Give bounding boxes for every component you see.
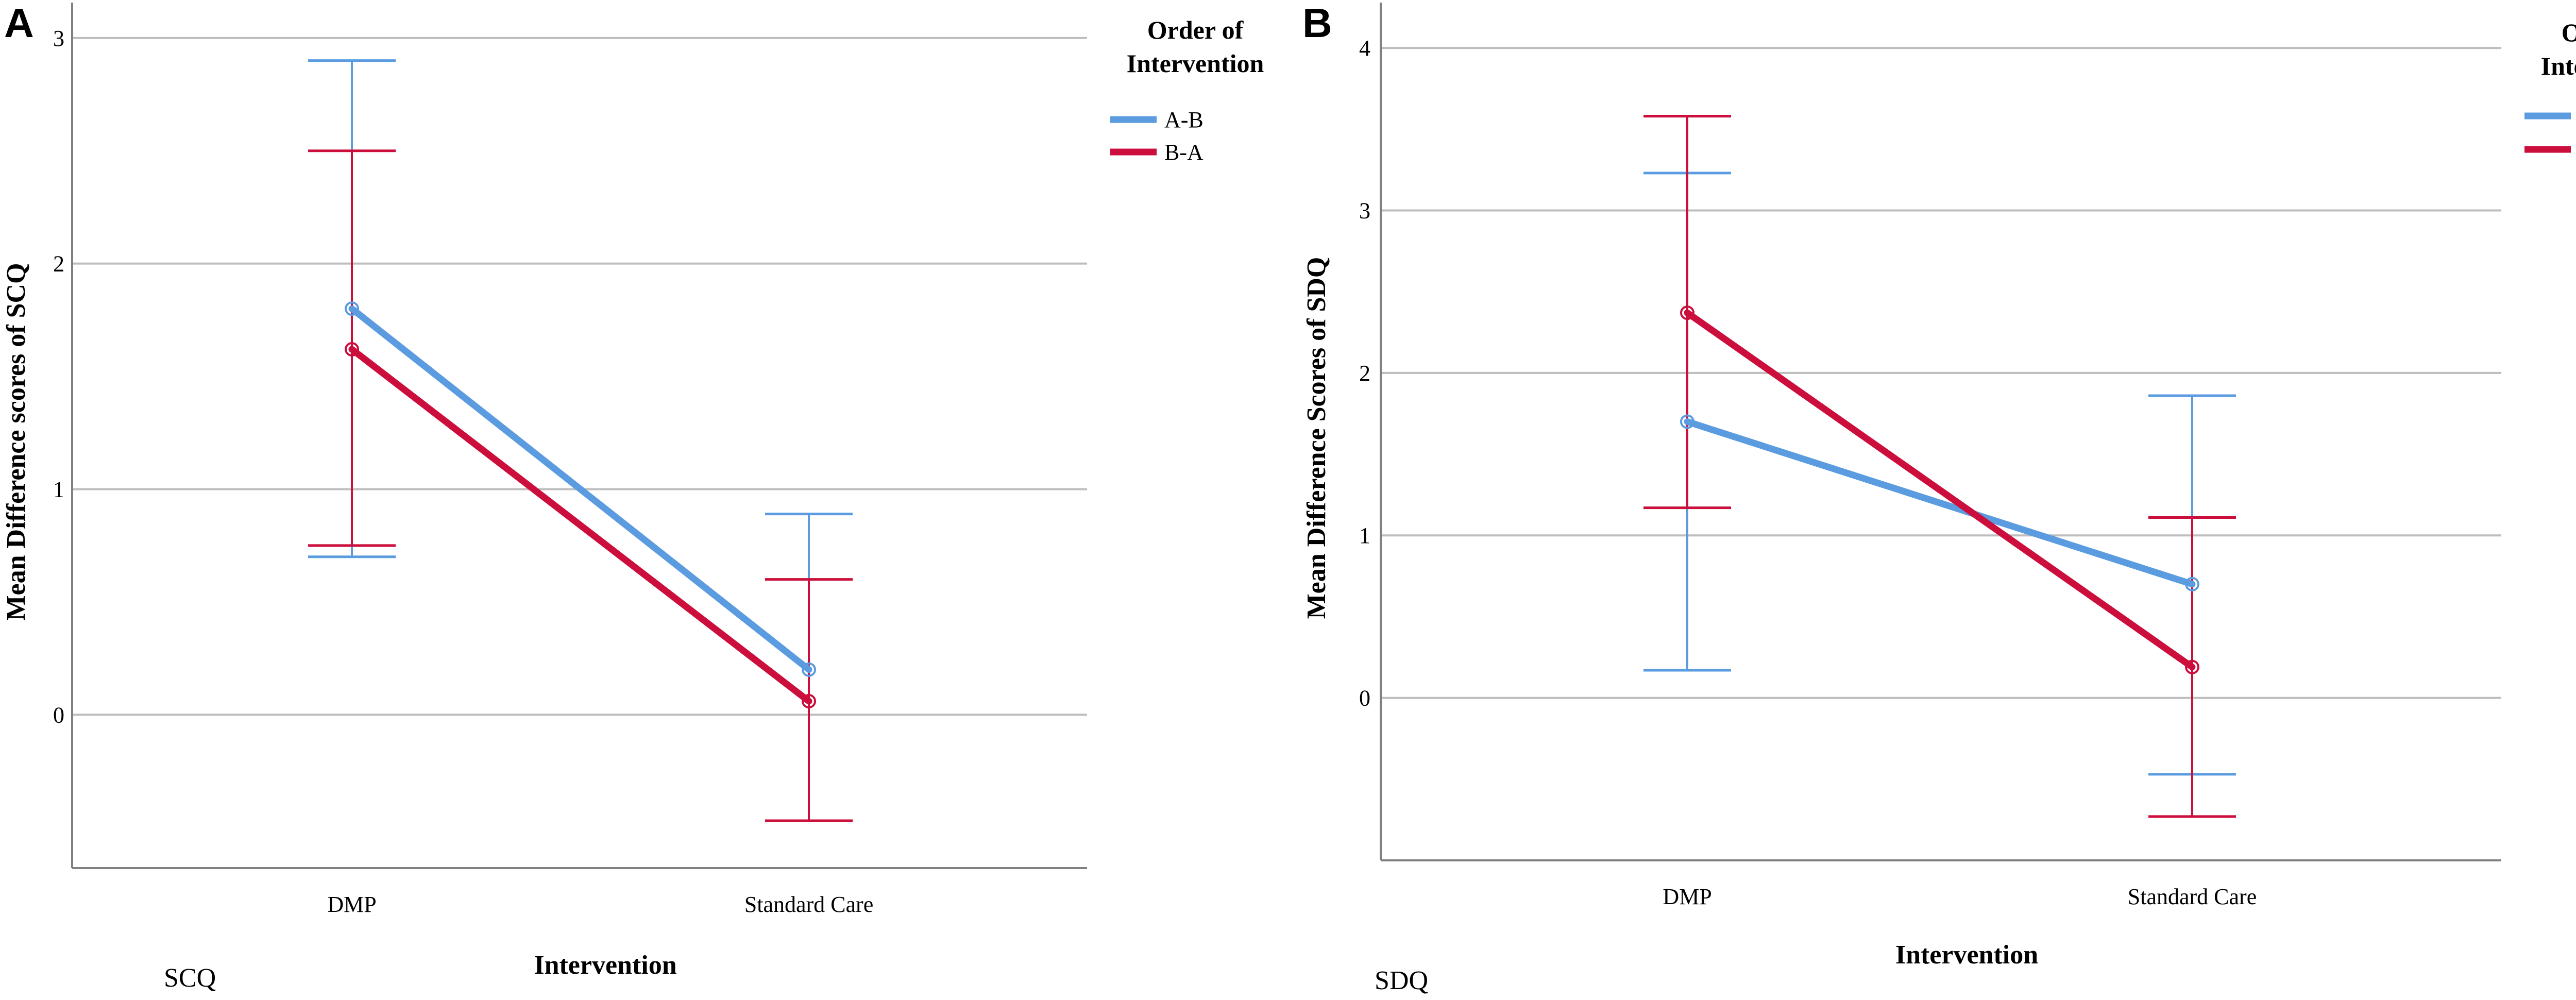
- panel-a-y-tick-label: 1: [53, 477, 64, 502]
- panel-b-series-a-b-point: [2185, 577, 2199, 591]
- panel-b-series-b-a-point: [2185, 659, 2199, 674]
- panel-a-series-b-a-line: [348, 346, 812, 705]
- panel-b-series-b-a-point: [1680, 306, 1694, 320]
- panel-b-legend-title: Order of: [2562, 18, 2576, 47]
- panel-b-x-tick-label: DMP: [1663, 884, 1711, 909]
- panel-a-series-a-b-line: [348, 305, 812, 673]
- panel-b-caption: SDQ: [1375, 966, 1428, 995]
- panel-a-series-b-a-point: [345, 342, 359, 357]
- panel-a-legend-title: Order of: [1147, 15, 1244, 44]
- panel-a-y-tick-label: 0: [53, 702, 64, 727]
- panel-b-y-tick-label: 4: [1359, 36, 1370, 61]
- panel-a-legend-label-b-a: B-A: [1164, 140, 1204, 165]
- panel-a-letter: A: [4, 0, 34, 46]
- panel-a-legend-title: Intervention: [1127, 49, 1264, 78]
- panel-a-y-tick-label: 2: [53, 251, 64, 277]
- panel-a-series-a-b-point: [345, 301, 359, 316]
- panel-a-caption: SCQ: [164, 963, 216, 993]
- panel-b-letter: B: [1302, 0, 1332, 46]
- panel-b-y-tick-label: 2: [1359, 361, 1370, 386]
- panel-b-x-tick-label: Standard Care: [2128, 884, 2257, 909]
- panel-b-series-b-a-line: [1684, 309, 2196, 671]
- panel-a-x-axis-title: Intervention: [534, 951, 676, 980]
- panel-b-y-tick-label: 0: [1359, 686, 1370, 711]
- panel-b-series-a-b-point: [1680, 414, 1694, 429]
- panel-a-series-b-a-point: [802, 694, 816, 709]
- panel-a-series-a-b-point: [802, 662, 816, 677]
- panel-b-legend-title: Intervention: [2541, 52, 2576, 80]
- panel-a-legend-label-a-b: A-B: [1164, 107, 1204, 132]
- panel-a-y-axis-title: Mean Difference scores of SCQ: [2, 263, 31, 620]
- panel-b-y-axis-title: Mean Difference Scores of SDQ: [1302, 257, 1331, 619]
- panel-b-y-tick-label: 3: [1359, 198, 1370, 223]
- panel-a-y-tick-label: 3: [53, 26, 64, 51]
- panel-b-x-axis-title: Intervention: [1895, 940, 2038, 970]
- panel-b-y-tick-label: 1: [1359, 523, 1370, 548]
- panel-b-series-a-b-line: [1684, 418, 2196, 588]
- panel-a-x-tick-label: DMP: [327, 892, 376, 917]
- panel-a-x-tick-label: Standard Care: [744, 892, 873, 917]
